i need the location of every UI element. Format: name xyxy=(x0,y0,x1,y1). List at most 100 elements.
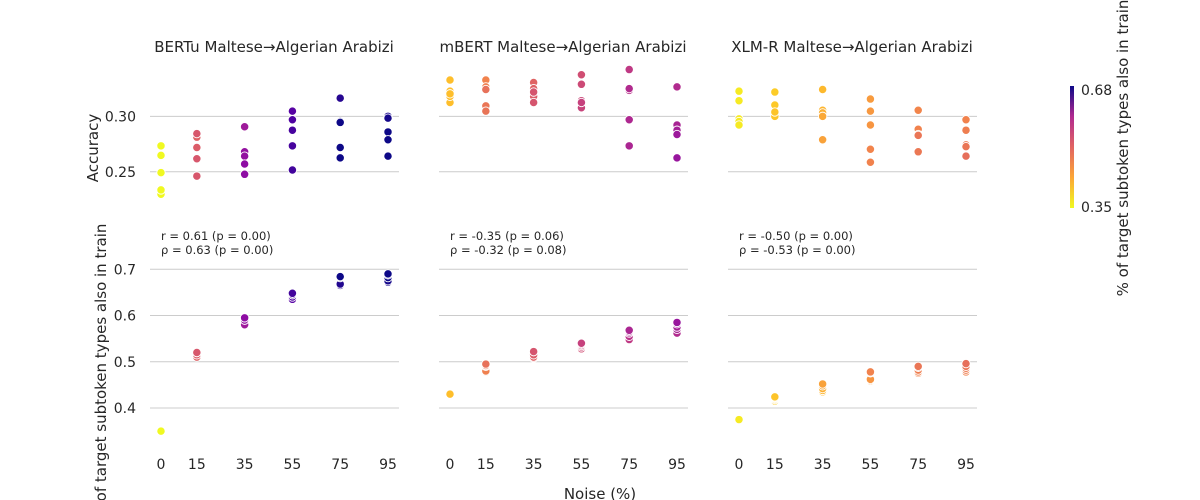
annotation-rho-mbert: ρ = -0.32 (p = 0.08) xyxy=(450,243,566,257)
x-tick-label: 55 xyxy=(862,457,880,473)
annotation-r-mbert: r = -0.35 (p = 0.06) xyxy=(450,229,564,243)
overlap-point xyxy=(770,392,780,402)
overlap-point xyxy=(528,346,539,357)
accuracy-point xyxy=(865,120,876,130)
overlap-point xyxy=(734,414,744,425)
accuracy-point xyxy=(734,96,744,106)
accuracy-point xyxy=(287,141,298,151)
accuracy-point xyxy=(961,125,971,135)
accuracy-point xyxy=(672,82,682,92)
accuracy-point xyxy=(481,106,491,116)
overlap-point xyxy=(961,358,971,369)
accuracy-point xyxy=(624,141,634,151)
accuracy-point xyxy=(335,142,345,153)
overlap-point xyxy=(156,426,166,436)
accuracy-point xyxy=(239,159,250,169)
accuracy-point xyxy=(383,127,393,137)
accuracy-point xyxy=(770,107,780,117)
accuracy-point xyxy=(576,79,587,89)
accuracy-point xyxy=(481,84,491,95)
colorbar xyxy=(1070,86,1074,208)
accuracy-point xyxy=(770,87,780,97)
accuracy-point xyxy=(383,113,393,123)
accuracy-point xyxy=(913,105,923,115)
accuracy-point xyxy=(734,120,744,130)
accuracy-point xyxy=(335,153,345,163)
accuracy-point xyxy=(817,84,828,95)
accuracy-point xyxy=(576,70,587,80)
accuracy-point xyxy=(865,144,876,154)
accuracy-point xyxy=(239,151,250,161)
accuracy-point xyxy=(192,171,202,181)
accuracy-point xyxy=(287,106,298,116)
y-tick-label: 0.7 xyxy=(114,262,136,278)
annotation-rho-xlmr: ρ = -0.53 (p = 0.00) xyxy=(739,243,855,257)
x-tick-label: 0 xyxy=(157,457,166,473)
overlap-point xyxy=(865,367,876,377)
accuracy-point xyxy=(865,94,876,104)
accuracy-point xyxy=(156,167,166,178)
colorbar-max-label: 0.68 xyxy=(1081,83,1112,99)
accuracy-point xyxy=(383,135,393,145)
x-tick-label: 35 xyxy=(814,457,832,473)
accuracy-point xyxy=(624,115,634,125)
accuracy-point xyxy=(672,129,682,140)
overlap-point xyxy=(913,361,923,372)
x-tick-label: 15 xyxy=(188,457,206,473)
accuracy-point xyxy=(528,97,539,108)
y-tick-label: 0.30 xyxy=(105,109,136,125)
x-tick-label: 75 xyxy=(331,457,349,473)
accuracy-point xyxy=(335,93,345,103)
y-tick-label: 0.25 xyxy=(105,165,136,181)
annotation-rho-bertu: ρ = 0.63 (p = 0.00) xyxy=(161,243,273,257)
accuracy-point xyxy=(528,87,539,97)
accuracy-point xyxy=(624,64,634,75)
overlap-point xyxy=(239,313,250,323)
accuracy-point xyxy=(335,117,345,128)
chart-marks: 0.25 0.30 0.4 0.5 0.6 0.7 0 15 35 55 75 95 0 15 35 55 75… xyxy=(105,64,977,473)
x-tick-label: 0 xyxy=(446,457,455,473)
y-axis-label-accuracy: Accuracy xyxy=(84,114,102,183)
x-tick-label: 55 xyxy=(284,457,302,473)
colorbar-label: % of target subtoken types also in train xyxy=(1114,0,1132,296)
overlap-point xyxy=(287,288,298,298)
accuracy-point xyxy=(156,150,166,160)
x-tick-label: 15 xyxy=(766,457,784,473)
accuracy-point xyxy=(287,165,298,175)
accuracy-point xyxy=(445,75,455,85)
x-tick-label: 95 xyxy=(379,457,397,473)
x-tick-label: 75 xyxy=(909,457,927,473)
accuracy-point xyxy=(961,151,971,161)
accuracy-point xyxy=(734,86,744,96)
overlap-point xyxy=(624,325,634,335)
y-axis-label-overlap: % of target subtoken types also in train xyxy=(92,224,110,500)
accuracy-point xyxy=(239,169,250,179)
accuracy-point xyxy=(287,125,298,135)
y-tick-label: 0.6 xyxy=(114,309,136,325)
accuracy-point xyxy=(913,147,923,157)
overlap-point xyxy=(335,271,345,282)
accuracy-point xyxy=(913,130,923,141)
accuracy-point xyxy=(192,154,202,164)
x-tick-label: 75 xyxy=(620,457,638,473)
x-tick-label: 95 xyxy=(668,457,686,473)
accuracy-point xyxy=(156,185,166,195)
accuracy-point xyxy=(576,97,587,108)
overlap-point xyxy=(192,347,202,358)
accuracy-point xyxy=(239,122,250,132)
accuracy-point xyxy=(156,141,166,151)
panel-title-bertu: BERTu Maltese→Algerian Arabizi xyxy=(154,38,394,56)
overlap-point xyxy=(817,379,828,389)
x-tick-label: 55 xyxy=(573,457,591,473)
accuracy-point xyxy=(445,89,455,99)
accuracy-point xyxy=(287,115,298,125)
panel-title-xlmr: XLM-R Maltese→Algerian Arabizi xyxy=(731,38,973,56)
accuracy-point xyxy=(192,142,202,153)
accuracy-point xyxy=(961,115,971,125)
x-axis-label: Noise (%) xyxy=(564,485,636,500)
x-tick-label: 15 xyxy=(477,457,495,473)
overlap-point xyxy=(445,389,455,399)
x-tick-label: 35 xyxy=(525,457,543,473)
accuracy-point xyxy=(624,83,634,94)
annotation-r-bertu: r = 0.61 (p = 0.00) xyxy=(161,229,271,243)
